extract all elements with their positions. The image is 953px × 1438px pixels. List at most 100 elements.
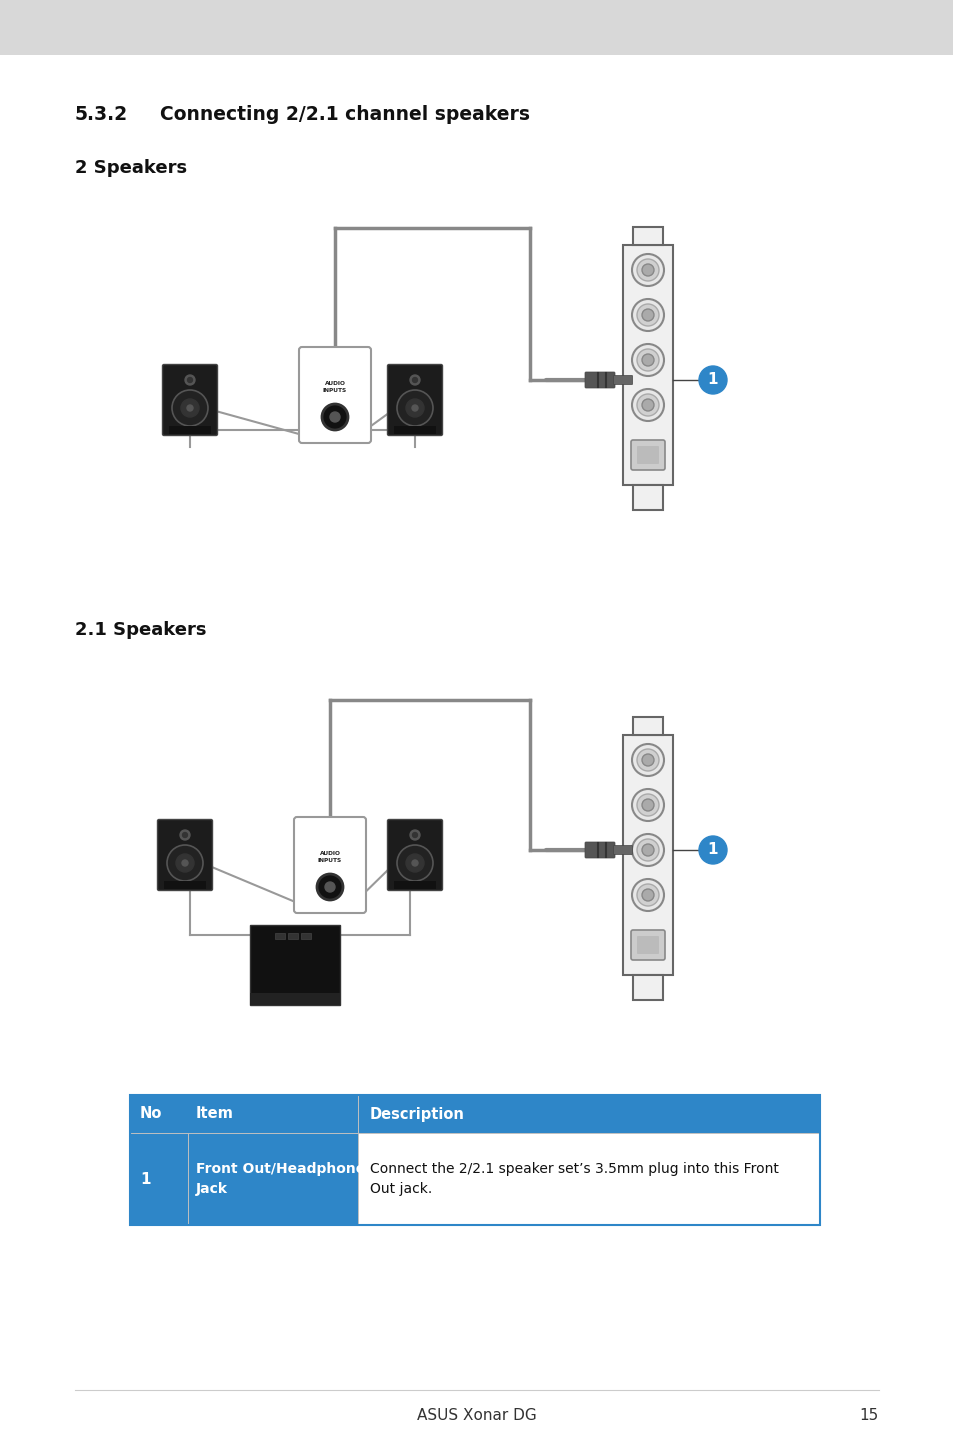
Circle shape (631, 834, 663, 866)
Bar (633, 975, 662, 999)
Circle shape (185, 375, 194, 385)
Bar (622, 735, 672, 975)
Text: 15: 15 (859, 1408, 878, 1422)
Circle shape (637, 394, 659, 416)
Circle shape (641, 309, 654, 321)
Circle shape (182, 833, 188, 837)
Circle shape (699, 835, 726, 864)
Circle shape (410, 830, 419, 840)
Bar (130, 1133, 357, 1225)
Circle shape (322, 404, 348, 430)
Circle shape (631, 879, 663, 912)
Circle shape (641, 354, 654, 367)
Circle shape (637, 794, 659, 815)
Circle shape (637, 749, 659, 771)
Circle shape (181, 398, 199, 417)
FancyBboxPatch shape (387, 364, 442, 436)
FancyBboxPatch shape (637, 446, 659, 464)
Circle shape (396, 846, 433, 881)
Bar (250, 994, 339, 1005)
Circle shape (641, 398, 654, 411)
Circle shape (412, 406, 417, 411)
Bar (288, 933, 297, 939)
Circle shape (406, 398, 423, 417)
Text: 2.1 Speakers: 2.1 Speakers (75, 621, 206, 638)
Text: 2 Speakers: 2 Speakers (75, 160, 187, 177)
Circle shape (699, 367, 726, 394)
Circle shape (167, 846, 203, 881)
Text: Item: Item (195, 1106, 233, 1122)
Bar (164, 881, 206, 889)
Circle shape (637, 303, 659, 326)
Bar (357, 1133, 820, 1225)
Circle shape (631, 299, 663, 331)
Bar (0, 0, 953, 55)
Circle shape (410, 375, 419, 385)
Text: AUDIO
INPUTS: AUDIO INPUTS (317, 851, 342, 863)
Circle shape (631, 743, 663, 777)
Text: Connect the 2/2.1 speaker set’s 3.5mm plug into this Front
Out jack.: Connect the 2/2.1 speaker set’s 3.5mm pl… (370, 1162, 778, 1196)
Circle shape (637, 259, 659, 280)
Text: 1: 1 (140, 1172, 151, 1186)
Circle shape (641, 800, 654, 811)
Circle shape (412, 860, 417, 866)
Circle shape (325, 881, 335, 892)
Bar (633, 718, 662, 735)
Circle shape (631, 390, 663, 421)
Bar (169, 426, 211, 434)
Text: 1: 1 (707, 843, 718, 857)
FancyBboxPatch shape (294, 817, 366, 913)
Text: Front Out/Headphone
Jack: Front Out/Headphone Jack (195, 1162, 365, 1196)
Text: No: No (140, 1106, 162, 1122)
FancyBboxPatch shape (584, 372, 615, 388)
FancyBboxPatch shape (584, 843, 615, 858)
Circle shape (175, 854, 193, 871)
Circle shape (631, 255, 663, 286)
Text: Description: Description (370, 1106, 464, 1122)
Text: Connecting 2/2.1 channel speakers: Connecting 2/2.1 channel speakers (160, 105, 530, 125)
Circle shape (641, 265, 654, 276)
FancyBboxPatch shape (637, 936, 659, 953)
FancyBboxPatch shape (162, 364, 217, 436)
Circle shape (641, 889, 654, 902)
Bar (633, 485, 662, 510)
Circle shape (316, 874, 343, 900)
Text: 5.3.2: 5.3.2 (75, 105, 128, 125)
FancyBboxPatch shape (613, 846, 632, 854)
Bar (633, 227, 662, 244)
Circle shape (187, 406, 193, 411)
Circle shape (182, 860, 188, 866)
Circle shape (641, 844, 654, 856)
FancyBboxPatch shape (613, 375, 632, 384)
Circle shape (631, 344, 663, 375)
Bar (394, 426, 436, 434)
Bar (274, 933, 285, 939)
FancyBboxPatch shape (630, 930, 664, 961)
FancyBboxPatch shape (298, 347, 371, 443)
Circle shape (637, 838, 659, 861)
Bar (130, 1094, 820, 1225)
Bar (250, 925, 339, 1005)
Text: ASUS Xonar DG: ASUS Xonar DG (416, 1408, 537, 1422)
Circle shape (180, 830, 190, 840)
Circle shape (396, 390, 433, 426)
Circle shape (412, 833, 417, 837)
Text: AUDIO
INPUTS: AUDIO INPUTS (323, 381, 347, 393)
Circle shape (631, 789, 663, 821)
FancyBboxPatch shape (630, 440, 664, 470)
Circle shape (641, 754, 654, 766)
Bar (130, 1094, 820, 1133)
Circle shape (172, 390, 208, 426)
Bar (622, 244, 672, 485)
Circle shape (412, 378, 417, 383)
Circle shape (637, 349, 659, 371)
Circle shape (406, 854, 423, 871)
FancyBboxPatch shape (387, 820, 442, 890)
Bar (301, 933, 311, 939)
Circle shape (330, 413, 339, 421)
FancyBboxPatch shape (157, 820, 213, 890)
Bar (394, 881, 436, 889)
Circle shape (637, 884, 659, 906)
Text: 1: 1 (707, 372, 718, 387)
Circle shape (188, 378, 193, 383)
